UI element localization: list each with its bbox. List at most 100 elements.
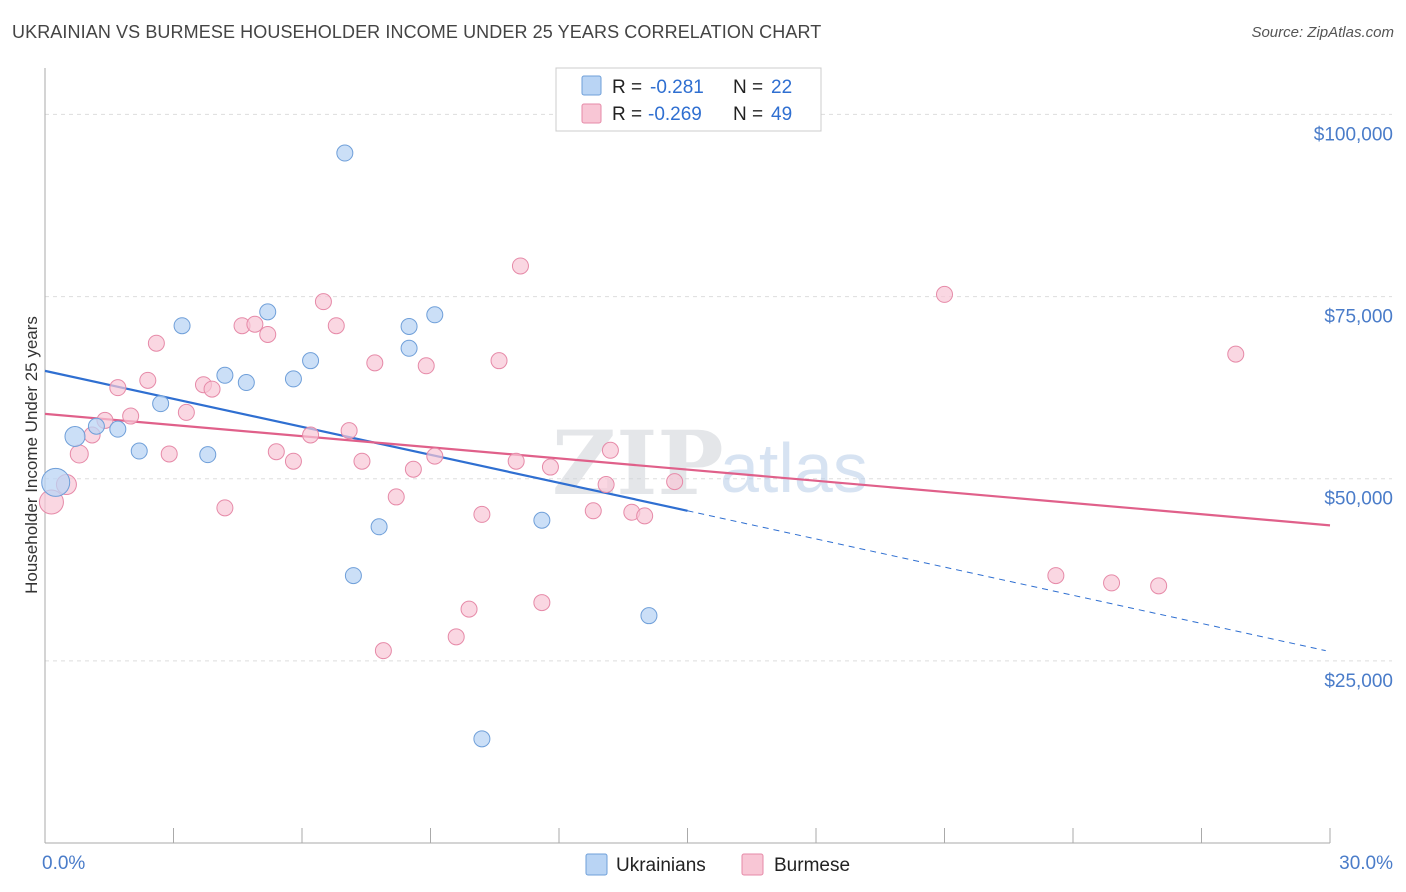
burmese-point [1047,567,1065,585]
burmese-point [216,499,234,517]
ukrainian-point [259,303,277,321]
legend-r-label-burmese: R = [612,104,642,125]
burmese-point [1227,345,1245,363]
trend-lines [44,369,1331,652]
burmese-point [203,380,221,398]
legend-swatch-ukrainians [581,75,602,96]
ukrainian-point [173,317,191,335]
burmese-point [267,443,285,461]
watermark-atlas: atlas [720,429,868,507]
ukrainian-point [533,511,551,529]
legend-r-value-ukrainians: -0.281 [650,77,704,98]
legend-n-label-burmese: N = [733,104,763,125]
ukrainian-point [370,518,388,536]
burmese-point [314,293,332,311]
burmese-point [246,315,264,333]
legend-n-value-burmese: 49 [771,104,792,125]
legend-n-label-ukrainians: N = [733,77,763,98]
y-tick-label: $100,000 [1314,124,1393,145]
axes [44,68,1331,844]
source-label: Source: ZipAtlas.com [1251,24,1394,41]
ukrainian-point [237,374,255,392]
chart-title: UKRAINIAN VS BURMESE HOUSEHOLDER INCOME … [12,22,822,42]
burmese-point [936,285,953,303]
ukrainian-point [473,730,491,748]
series-legend: Ukrainians Burmese [585,853,850,876]
bottom-legend-swatch-ukrainians [585,853,608,876]
bottom-legend-ukrainians: Ukrainians [616,855,706,876]
ukrainian-point [87,417,105,435]
ukrainian-point [640,607,658,625]
legend-r-label-ukrainians: R = [612,77,642,98]
ukrainian-point [41,467,71,497]
burmese-point [284,452,302,470]
burmese-point [541,458,559,476]
burmese-point [147,334,165,352]
burmese-point [374,642,392,660]
burmese-trend-line [44,412,1331,527]
burmese-point [1150,577,1168,595]
bottom-legend-swatch-burmese [741,853,764,876]
burmese-point [584,502,602,520]
burmese-point [460,600,478,618]
burmese-point [340,422,358,440]
legend-n-value-ukrainians: 22 [771,77,792,98]
x-tick-labels: 0.0% 30.0% [42,853,1393,874]
burmese-point [447,628,465,646]
burmese-points [38,257,1245,660]
ukrainian-point [284,370,302,388]
y-tick-label: $50,000 [1324,489,1393,510]
y-tick-labels: $25,000 $50,000 $75,000 $100,000 [1314,124,1393,691]
burmese-point [160,445,178,463]
ukrainian-point [109,420,127,438]
burmese-point [426,447,444,465]
burmese-point [139,371,157,389]
ukrainian-point [64,425,86,447]
watermark: ZIP atlas [552,411,868,515]
burmese-point [353,452,371,470]
correlation-legend: R = -0.281 N = 22 R = -0.269 N = 49 [555,67,822,132]
ukrainian-point [400,339,418,357]
burmese-point [636,507,654,525]
burmese-point [122,407,140,425]
burmese-point [507,452,525,470]
ukrainian-point [216,366,234,384]
ukrainian-point [302,352,320,370]
burmese-point [473,505,491,523]
burmese-point [404,460,422,478]
bottom-legend-burmese: Burmese [774,855,850,876]
ukrainians-trend-extension [687,510,1326,652]
ukrainian-point [152,395,170,413]
x-tick-label: 30.0% [1339,853,1393,874]
burmese-point [601,441,619,459]
burmese-point [69,444,89,464]
y-axis-label: Householder Income Under 25 years [22,316,41,594]
ukrainian-point [344,567,362,585]
ukrainian-point [336,144,354,162]
y-tick-label: $25,000 [1324,671,1393,692]
burmese-point [302,426,320,444]
grid-lines [45,113,1392,662]
burmese-point [366,354,384,372]
burmese-point [259,325,277,343]
ukrainian-point [130,442,148,460]
burmese-point [597,476,615,494]
burmese-point [327,317,345,335]
ukrainian-point [199,446,217,464]
burmese-point [666,473,684,491]
ukrainian-point [426,306,444,324]
ukrainian-points [41,144,658,748]
burmese-point [490,352,508,370]
legend-r-value-burmese: -0.269 [648,104,702,125]
burmese-point [511,257,529,275]
ukrainian-point [400,317,418,335]
burmese-point [1103,574,1121,592]
burmese-point [417,357,435,375]
burmese-point [109,379,127,397]
x-tick-label: 0.0% [42,853,85,874]
burmese-point [177,403,195,421]
burmese-point [533,594,551,612]
legend-swatch-burmese [581,103,602,124]
watermark-zip: ZIP [552,411,724,515]
